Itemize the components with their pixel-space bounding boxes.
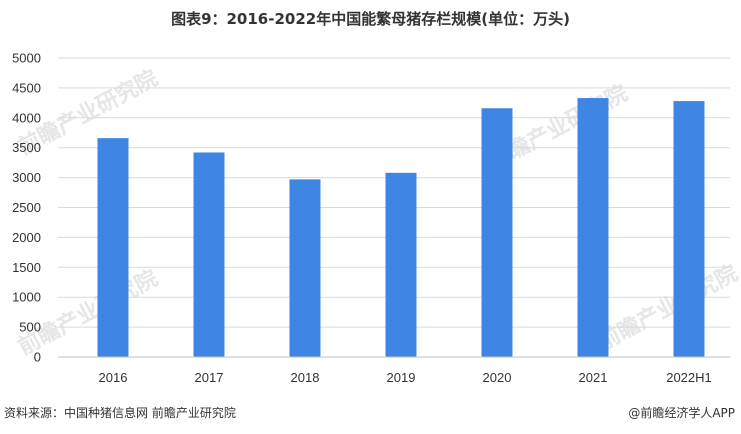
x-tick-label: 2021 bbox=[579, 370, 608, 385]
y-tick-label: 1000 bbox=[12, 290, 41, 305]
y-tick-label: 3000 bbox=[12, 170, 41, 185]
y-tick-label: 4000 bbox=[12, 110, 41, 125]
y-tick-label: 5000 bbox=[12, 51, 41, 66]
bar-2016 bbox=[97, 138, 129, 357]
x-tick-label: 2016 bbox=[99, 370, 128, 385]
x-axis-ticks: 2016 2017 2018 2019 2020 2021 2022H1 bbox=[99, 370, 712, 385]
bar-2019 bbox=[385, 172, 417, 357]
y-tick-label: 1500 bbox=[12, 260, 41, 275]
y-tick-label: 4500 bbox=[12, 80, 41, 95]
y-tick-label: 3500 bbox=[12, 140, 41, 155]
y-axis-ticks: 0 500 1000 1500 2000 2500 3000 3500 4000 4500 5000 bbox=[12, 51, 41, 365]
source-note: 资料来源：中国种猪信息网 前瞻产业研究院 bbox=[4, 406, 236, 420]
y-tick-label: 2500 bbox=[12, 200, 41, 215]
x-tick-label: 2018 bbox=[291, 370, 320, 385]
bars bbox=[97, 98, 705, 358]
bar-2021 bbox=[577, 98, 609, 357]
chart-title: 图表9：2016-2022年中国能繁母猪存栏规模(单位：万头) bbox=[171, 10, 570, 28]
bar-2022H1 bbox=[673, 101, 705, 357]
y-tick-label: 500 bbox=[19, 320, 41, 335]
bar-2020 bbox=[481, 108, 513, 358]
x-tick-label: 2019 bbox=[387, 370, 416, 385]
y-tick-label: 2000 bbox=[12, 230, 41, 245]
x-tick-label: 2022H1 bbox=[666, 370, 712, 385]
y-tick-label: 0 bbox=[34, 350, 41, 365]
brand-label: @前瞻经济学人APP bbox=[628, 406, 735, 420]
bar-2018 bbox=[289, 179, 321, 357]
bar-2017 bbox=[193, 152, 225, 357]
x-tick-label: 2020 bbox=[483, 370, 512, 385]
x-tick-label: 2017 bbox=[195, 370, 224, 385]
